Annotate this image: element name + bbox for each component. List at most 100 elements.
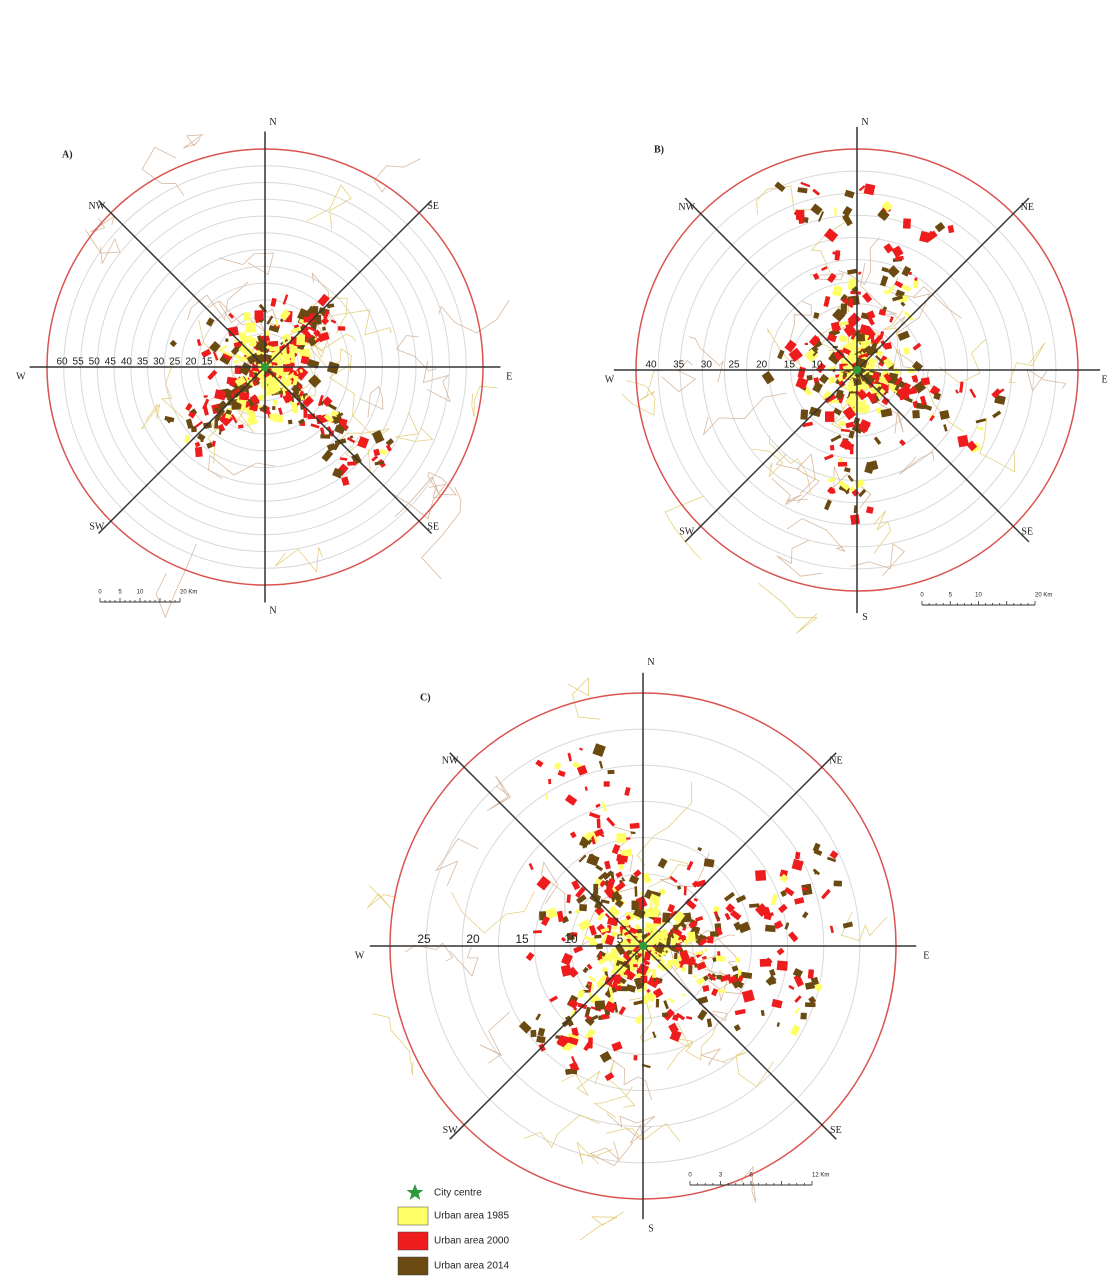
urban-patch <box>688 960 692 964</box>
urban-patch <box>238 424 244 428</box>
urban-patch <box>646 923 657 932</box>
direction-label: SE <box>830 1125 842 1136</box>
urban-patch <box>808 969 814 979</box>
distance-label: 55 <box>73 357 85 368</box>
urban-patch <box>283 355 290 364</box>
urban-patch <box>548 779 551 784</box>
direction-label: SW <box>679 527 695 538</box>
urban-patch <box>857 334 866 342</box>
distance-label: 30 <box>701 360 713 371</box>
direction-label: NE <box>829 755 842 766</box>
urban-patch <box>652 969 656 978</box>
urban-patch <box>633 964 638 967</box>
direction-label: SW <box>443 1125 459 1136</box>
urban-patch <box>830 445 835 451</box>
urban-patch <box>611 932 614 936</box>
urban-patch <box>684 886 687 895</box>
direction-label: W <box>605 374 615 385</box>
urban-patch <box>533 930 542 933</box>
urban-patch <box>641 976 648 984</box>
distance-label: 15 <box>201 357 213 368</box>
urban-patch <box>864 183 876 195</box>
urban-patch <box>707 936 714 943</box>
direction-label: E <box>506 371 512 382</box>
direction-label: W <box>16 371 26 382</box>
urban-patch <box>806 375 812 381</box>
direction-label: N <box>647 657 654 668</box>
distance-label: 15 <box>515 932 529 946</box>
distance-label: 35 <box>137 357 149 368</box>
direction-label: NW <box>678 202 695 213</box>
urban-patch <box>849 298 853 306</box>
urban-patch <box>272 406 275 410</box>
direction-label: NE <box>1021 202 1034 213</box>
urban-patch <box>735 957 740 962</box>
direction-label: E <box>923 950 929 961</box>
urban-patch <box>648 908 658 917</box>
urban-patch <box>840 303 847 314</box>
scale-label: 10 <box>137 590 144 596</box>
urban-patch <box>805 343 808 345</box>
urban-patch <box>608 770 615 774</box>
urban-patch <box>616 833 626 843</box>
legend-swatch <box>398 1207 428 1225</box>
distance-label: 35 <box>673 360 685 371</box>
legend-label: Urban area 2014 <box>434 1261 509 1272</box>
urban-patch <box>195 447 203 457</box>
urban-patch <box>530 1030 536 1037</box>
urban-patch <box>320 434 330 439</box>
urban-patch <box>630 823 640 829</box>
direction-label: SE <box>427 521 439 532</box>
urban-patch <box>668 959 675 965</box>
distance-label: 15 <box>784 360 796 371</box>
urban-patch <box>598 1016 601 1020</box>
direction-label: N <box>861 117 868 128</box>
urban-patch <box>200 439 203 442</box>
urban-patch <box>825 411 834 422</box>
urban-patch <box>604 781 610 787</box>
distance-label: 50 <box>89 357 101 368</box>
distance-label: 30 <box>153 357 165 368</box>
urban-patch <box>296 334 305 345</box>
urban-patch <box>800 409 808 419</box>
urban-patch <box>245 322 256 333</box>
direction-label: NW <box>442 755 459 766</box>
urban-patch <box>777 960 788 970</box>
urban-patch <box>225 338 228 341</box>
urban-patch <box>244 312 251 320</box>
legend-label: Urban area 1985 <box>434 1211 509 1222</box>
distance-label: 60 <box>56 357 68 368</box>
urban-patch <box>579 904 587 911</box>
urban-patch <box>846 326 853 333</box>
panel-label: C) <box>420 692 431 703</box>
urban-patch <box>765 925 776 932</box>
scale-label: 20 Km <box>1035 593 1052 599</box>
urban-patch <box>796 210 805 220</box>
urban-patch <box>594 935 601 939</box>
urban-patch <box>891 389 894 391</box>
urban-patch <box>633 1055 637 1060</box>
urban-patch <box>913 280 919 289</box>
legend-label: City centre <box>434 1188 482 1199</box>
panel-label: A) <box>62 149 73 160</box>
urban-patch <box>273 400 278 405</box>
city-centre <box>261 363 269 371</box>
distance-label: 45 <box>105 357 117 368</box>
urban-patch <box>871 336 875 344</box>
distance-label: 40 <box>121 357 133 368</box>
urban-patch <box>588 1037 593 1048</box>
direction-label: S <box>648 1224 654 1235</box>
urban-patch <box>834 880 842 886</box>
urban-patch <box>662 1012 668 1017</box>
urban-patch <box>760 959 771 967</box>
distance-label: 25 <box>417 932 431 946</box>
distance-label: 5 <box>617 932 624 946</box>
figure: NSEESENSWWNW60555045403530252015A)051020… <box>0 0 1110 1276</box>
urban-patch <box>239 392 249 401</box>
distance-label: 20 <box>466 932 480 946</box>
urban-patch <box>716 955 726 961</box>
direction-label: E <box>1101 374 1107 385</box>
scale-label: 10 <box>975 593 982 599</box>
legend-label: Urban area 2000 <box>434 1236 509 1247</box>
direction-label: SW <box>89 521 105 532</box>
